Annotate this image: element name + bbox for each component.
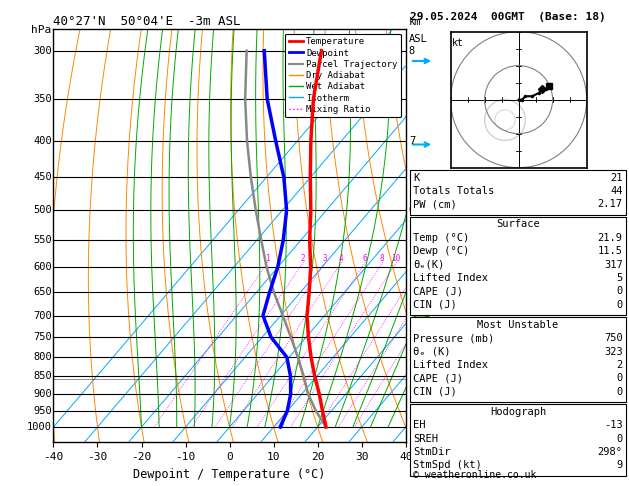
Text: 750: 750: [33, 332, 52, 342]
Text: 550: 550: [33, 235, 52, 245]
Text: 2: 2: [301, 254, 305, 263]
Text: CAPE (J): CAPE (J): [413, 286, 463, 296]
Text: 5: 5: [409, 235, 415, 245]
Text: Temp (°C): Temp (°C): [413, 233, 469, 243]
Text: 323: 323: [604, 347, 623, 357]
Text: 6: 6: [409, 206, 415, 215]
Text: PW (cm): PW (cm): [413, 199, 457, 209]
Text: 10: 10: [391, 254, 401, 263]
Text: 700: 700: [33, 311, 52, 321]
Text: Most Unstable: Most Unstable: [477, 320, 559, 330]
Text: 650: 650: [33, 287, 52, 297]
Text: 44: 44: [610, 186, 623, 196]
Text: θₑ (K): θₑ (K): [413, 347, 451, 357]
Text: 400: 400: [33, 136, 52, 146]
Text: CIN (J): CIN (J): [413, 299, 457, 310]
Text: 2: 2: [616, 360, 623, 370]
Text: ASL: ASL: [409, 34, 428, 44]
Text: Lifted Index: Lifted Index: [413, 360, 488, 370]
Text: 21: 21: [610, 173, 623, 183]
Text: 3: 3: [409, 311, 415, 321]
Text: 800: 800: [33, 352, 52, 362]
Text: -13: -13: [604, 420, 623, 430]
Text: K: K: [413, 173, 420, 183]
Text: 1000: 1000: [26, 422, 52, 432]
Text: 0: 0: [616, 387, 623, 397]
Text: 8: 8: [380, 254, 384, 263]
Text: 21.9: 21.9: [598, 233, 623, 243]
Text: 8: 8: [409, 46, 415, 56]
Text: 29.05.2024  00GMT  (Base: 18): 29.05.2024 00GMT (Base: 18): [410, 12, 606, 22]
Text: Totals Totals: Totals Totals: [413, 186, 494, 196]
Text: 950: 950: [33, 406, 52, 416]
Text: 450: 450: [33, 173, 52, 182]
Text: 3: 3: [323, 254, 327, 263]
Text: EH: EH: [413, 420, 426, 430]
Text: 350: 350: [33, 94, 52, 104]
X-axis label: Dewpoint / Temperature (°C): Dewpoint / Temperature (°C): [133, 468, 326, 481]
Text: 298°: 298°: [598, 447, 623, 457]
Text: 11.5: 11.5: [598, 246, 623, 256]
Text: SREH: SREH: [413, 434, 438, 444]
Text: 2: 2: [409, 352, 415, 362]
Text: 40°27'N  50°04'E  -3m ASL: 40°27'N 50°04'E -3m ASL: [53, 15, 241, 28]
Text: θₑ(K): θₑ(K): [413, 260, 445, 270]
Text: Lifted Index: Lifted Index: [413, 273, 488, 283]
Text: Mixing Ratio (g/kg): Mixing Ratio (g/kg): [442, 176, 452, 295]
Text: CIN (J): CIN (J): [413, 387, 457, 397]
Text: km: km: [409, 17, 421, 27]
Text: Dewp (°C): Dewp (°C): [413, 246, 469, 256]
Text: 7: 7: [409, 136, 415, 146]
Text: 0: 0: [616, 286, 623, 296]
Text: LCL: LCL: [409, 374, 426, 384]
Text: StmSpd (kt): StmSpd (kt): [413, 460, 482, 470]
Legend: Temperature, Dewpoint, Parcel Trajectory, Dry Adiabat, Wet Adiabat, Isotherm, Mi: Temperature, Dewpoint, Parcel Trajectory…: [286, 34, 401, 118]
Text: hPa: hPa: [31, 25, 52, 35]
Text: Surface: Surface: [496, 220, 540, 229]
Text: 900: 900: [33, 389, 52, 399]
Text: Pressure (mb): Pressure (mb): [413, 333, 494, 343]
Text: 1: 1: [409, 389, 415, 399]
Text: 750: 750: [604, 333, 623, 343]
Text: 0: 0: [616, 434, 623, 444]
Text: 317: 317: [604, 260, 623, 270]
Text: 9: 9: [616, 460, 623, 470]
Text: 2.17: 2.17: [598, 199, 623, 209]
Text: © weatheronline.co.uk: © weatheronline.co.uk: [413, 470, 537, 480]
Text: 300: 300: [33, 46, 52, 56]
Text: 4: 4: [338, 254, 343, 263]
Text: 850: 850: [33, 371, 52, 381]
Text: kt: kt: [452, 38, 464, 49]
Text: 6: 6: [362, 254, 367, 263]
Text: 1: 1: [265, 254, 269, 263]
Text: 0: 0: [616, 299, 623, 310]
Text: CAPE (J): CAPE (J): [413, 373, 463, 383]
Text: 0: 0: [616, 373, 623, 383]
Text: StmDir: StmDir: [413, 447, 451, 457]
Text: 500: 500: [33, 206, 52, 215]
Text: 5: 5: [616, 273, 623, 283]
Text: Hodograph: Hodograph: [490, 407, 546, 417]
Text: 600: 600: [33, 262, 52, 272]
